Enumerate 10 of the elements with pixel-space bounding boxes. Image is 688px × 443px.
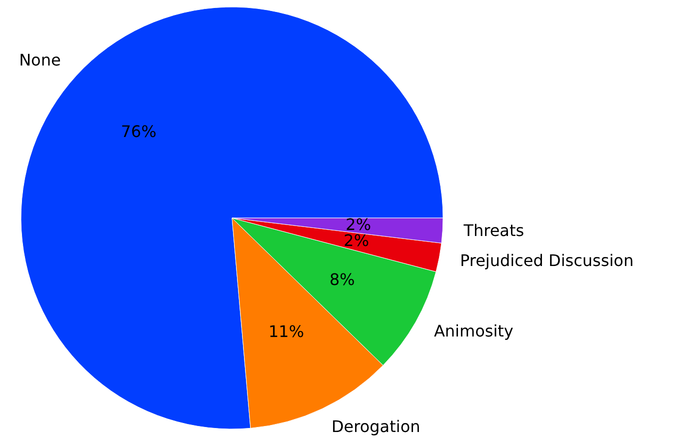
slice-label: None [19,50,61,70]
data-label: 76% [120,122,156,141]
data-label: 8% [329,270,355,289]
slice-label: Prejudiced Discussion [460,250,634,270]
slice-label: Threats [462,221,524,240]
slice-label: Derogation [331,417,420,436]
slice-label: Animosity [434,322,514,341]
data-label: 11% [268,322,304,341]
data-label: 2% [346,214,372,234]
data-label: 2% [344,231,370,250]
